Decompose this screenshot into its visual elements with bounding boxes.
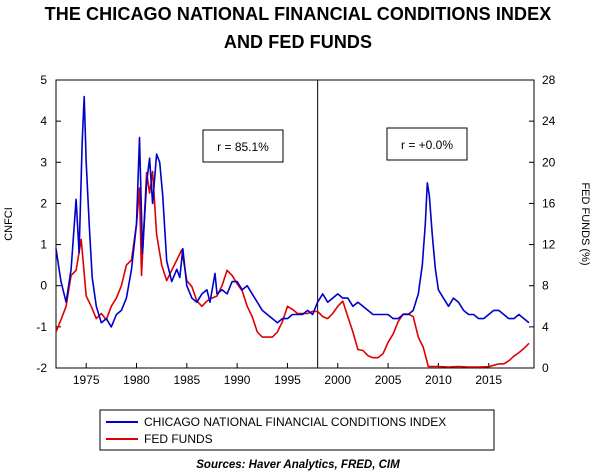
x-tick-label: 1980 [123,373,150,387]
y-right-tick-label: 24 [542,114,556,128]
x-tick-label: 1985 [173,373,200,387]
y-left-tick-label: 2 [40,196,47,210]
y-right-tick-label: 16 [542,196,556,210]
annotation-box-1 [202,129,284,163]
plot-frame [55,79,535,369]
x-tick-label: 1995 [274,373,301,387]
y-right-tick-label: 28 [542,73,556,87]
y-right-tick-label: 20 [542,155,556,169]
annotation-2: r = +0.0% [401,138,453,152]
chart-title-line2: AND FED FUNDS [223,32,373,52]
x-tick-label: 2005 [375,373,402,387]
annotation-box-2 [386,127,468,161]
y-right-tick-label: 8 [542,279,549,293]
series-line-fedfunds [55,170,530,368]
x-tick-label: 2010 [425,373,452,387]
axes: 1975 1980 1985 1990 1995 2000 2005 2010 2015-2-1… [36,73,555,387]
x-tick-label: 2015 [475,373,502,387]
y-left-tick-label: 0 [40,279,47,293]
y-left-tick-label: 1 [40,238,47,252]
y-left-tick-label: 4 [40,114,47,128]
source-note: Sources: Haver Analytics, FRED, CIM [196,459,400,471]
y-right-tick-label: 12 [542,238,556,252]
y-axis-left-label: CNFCI [3,207,15,241]
series-line-nfci [55,95,530,328]
x-tick-label: 2000 [324,373,351,387]
legend-label-nfci: CHICAGO NATIONAL FINANCIAL CONDITIONS IN… [144,415,446,429]
annotation-1: r = 85.1% [217,140,269,154]
legend-label-fedfunds: FED FUNDS [144,432,213,446]
y-left-tick-label: 5 [40,73,47,87]
x-tick-label: 1975 [73,373,100,387]
y-left-tick-label: -2 [36,361,47,375]
y-right-tick-label: 4 [542,320,549,334]
chart-title-line1: THE CHICAGO NATIONAL FINANCIAL CONDITION… [44,4,552,24]
y-right-tick-label: 0 [542,361,549,375]
series-layer [55,95,530,368]
x-tick-label: 1990 [224,373,251,387]
legend-box [99,409,495,451]
y-axis-right-label: FED FUNDS (%) [579,182,591,265]
y-left-tick-label: 3 [40,155,47,169]
y-left-tick-label: -1 [36,320,47,334]
